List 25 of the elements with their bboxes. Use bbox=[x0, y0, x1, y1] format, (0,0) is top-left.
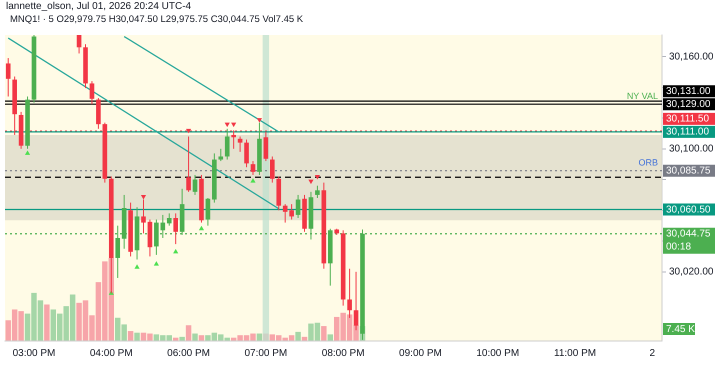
ref-line-label: 30,060.50 bbox=[666, 204, 711, 216]
annotation: NY VAL bbox=[626, 91, 658, 102]
x-tick-label: 03:00 PM bbox=[12, 348, 56, 359]
y-tick-label: 30,100.00 bbox=[669, 144, 714, 155]
y-tick-label: 30,020.00 bbox=[669, 266, 714, 278]
x-tick-label: 11:00 PM bbox=[554, 348, 596, 359]
text: 7.45 K bbox=[666, 324, 696, 335]
x-tick-label: 2 bbox=[650, 348, 656, 359]
chart-title: lannette_olson, Jul 01, 2026 20:24 UTC-4 bbox=[6, 1, 192, 12]
x-tick-label: 08:00 PM bbox=[322, 348, 365, 359]
annotation: ORB bbox=[638, 158, 658, 168]
ref-line-label: 30,131.00 bbox=[666, 86, 711, 97]
x-tick-label: 09:00 PM bbox=[399, 348, 442, 359]
text: 00:18 bbox=[666, 241, 692, 252]
x-tick-label: 07:00 PM bbox=[244, 348, 288, 359]
y-tick-label: 30,160.00 bbox=[669, 51, 714, 62]
x-tick-label: 10:00 PM bbox=[476, 348, 520, 359]
x-tick-label: 04:00 PM bbox=[90, 348, 133, 359]
x-tick-label: 06:00 PM bbox=[167, 348, 210, 359]
ref-line-label: 30,044.75 bbox=[666, 228, 711, 240]
ref-line-label: 30,085.75 bbox=[666, 165, 711, 176]
ref-line-label: 30,111.00 bbox=[666, 126, 710, 138]
chart-subtitle: MNQ1! · 5 O29,979.75 H30,047.50 L29,975.75 C30,044.75 Vol7.45 K bbox=[10, 14, 304, 25]
ref-line-label: 30,129.00 bbox=[666, 98, 711, 110]
ref-line-label: 30,111.50 bbox=[666, 114, 710, 125]
